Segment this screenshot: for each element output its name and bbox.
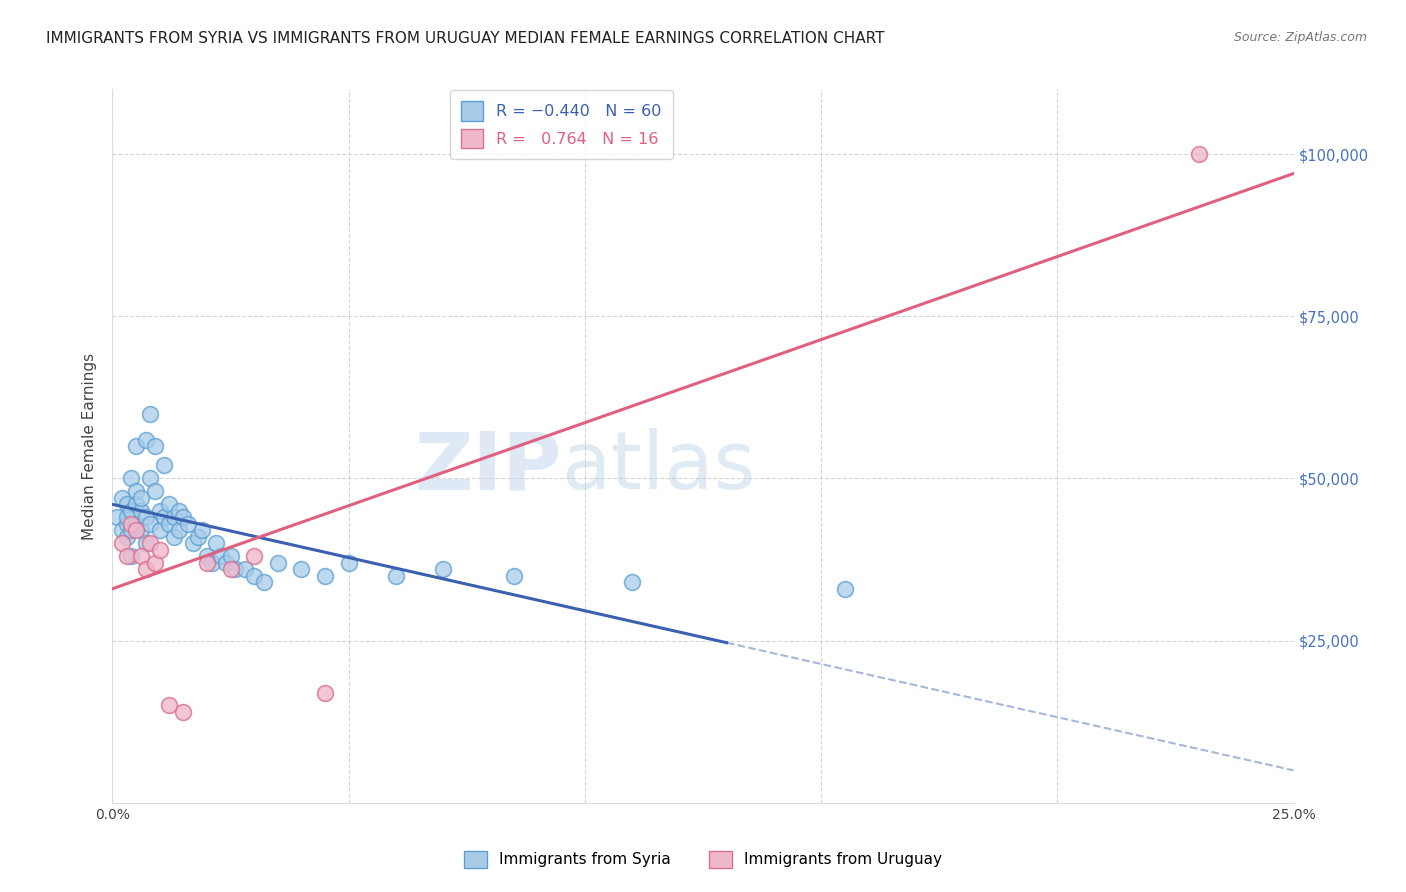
Point: [115, 549, 138, 564]
Point: [205, 536, 228, 550]
Point: [157, 516, 180, 531]
Point: [115, 530, 138, 544]
Point: [125, 516, 148, 531]
Point: [135, 433, 157, 447]
Text: IMMIGRANTS FROM SYRIA VS IMMIGRANTS FROM URUGUAY MEDIAN FEMALE EARNINGS CORRELAT: IMMIGRANTS FROM SYRIA VS IMMIGRANTS FROM…: [46, 31, 884, 46]
Text: ZIP: ZIP: [413, 428, 561, 507]
Point: [139, 471, 162, 485]
Point: [337, 556, 360, 570]
Point: [111, 524, 134, 538]
Point: [267, 556, 290, 570]
Point: [834, 582, 856, 596]
Point: [143, 484, 166, 499]
Legend: Immigrants from Syria, Immigrants from Uruguay: Immigrants from Syria, Immigrants from U…: [458, 845, 948, 873]
Point: [120, 504, 142, 518]
Point: [143, 439, 166, 453]
Point: [149, 542, 172, 557]
Point: [129, 504, 152, 518]
Point: [125, 439, 148, 453]
Point: [125, 497, 148, 511]
Point: [219, 549, 242, 564]
Point: [149, 504, 172, 518]
Point: [224, 562, 246, 576]
Point: [253, 575, 276, 590]
Point: [143, 556, 166, 570]
Point: [621, 575, 644, 590]
Point: [385, 568, 408, 582]
Point: [115, 497, 138, 511]
Point: [153, 458, 176, 473]
Point: [139, 536, 162, 550]
Point: [181, 536, 204, 550]
Point: [243, 568, 266, 582]
Point: [219, 562, 242, 576]
Point: [105, 510, 128, 524]
Point: [163, 510, 186, 524]
Point: [139, 407, 162, 421]
Point: [503, 568, 526, 582]
Point: [129, 549, 152, 564]
Point: [243, 549, 266, 564]
Point: [163, 530, 186, 544]
Point: [195, 549, 218, 564]
Point: [314, 568, 336, 582]
Point: [233, 562, 256, 576]
Point: [120, 516, 142, 531]
Point: [290, 562, 312, 576]
Point: [209, 549, 232, 564]
Point: [129, 524, 152, 538]
Point: [153, 510, 176, 524]
Point: [157, 698, 180, 713]
Point: [167, 504, 190, 518]
Text: Source: ZipAtlas.com: Source: ZipAtlas.com: [1233, 31, 1367, 45]
Legend: R = −0.440   N = 60, R =   0.764   N = 16: R = −0.440 N = 60, R = 0.764 N = 16: [450, 90, 672, 160]
Point: [177, 516, 200, 531]
Point: [172, 705, 194, 719]
Point: [201, 556, 224, 570]
Point: [135, 562, 157, 576]
Point: [1188, 147, 1211, 161]
Point: [111, 491, 134, 505]
Point: [135, 536, 157, 550]
Point: [125, 484, 148, 499]
Point: [157, 497, 180, 511]
Point: [120, 549, 142, 564]
Point: [111, 536, 134, 550]
Y-axis label: Median Female Earnings: Median Female Earnings: [82, 352, 97, 540]
Point: [195, 556, 218, 570]
Point: [139, 516, 162, 531]
Point: [191, 524, 214, 538]
Point: [215, 556, 238, 570]
Point: [115, 516, 138, 531]
Point: [167, 524, 190, 538]
Point: [186, 530, 208, 544]
Point: [432, 562, 454, 576]
Text: atlas: atlas: [561, 428, 755, 507]
Point: [129, 491, 152, 505]
Point: [149, 524, 172, 538]
Point: [125, 524, 148, 538]
Point: [115, 510, 138, 524]
Point: [135, 510, 157, 524]
Point: [120, 471, 142, 485]
Point: [120, 524, 142, 538]
Point: [314, 685, 336, 699]
Point: [172, 510, 194, 524]
